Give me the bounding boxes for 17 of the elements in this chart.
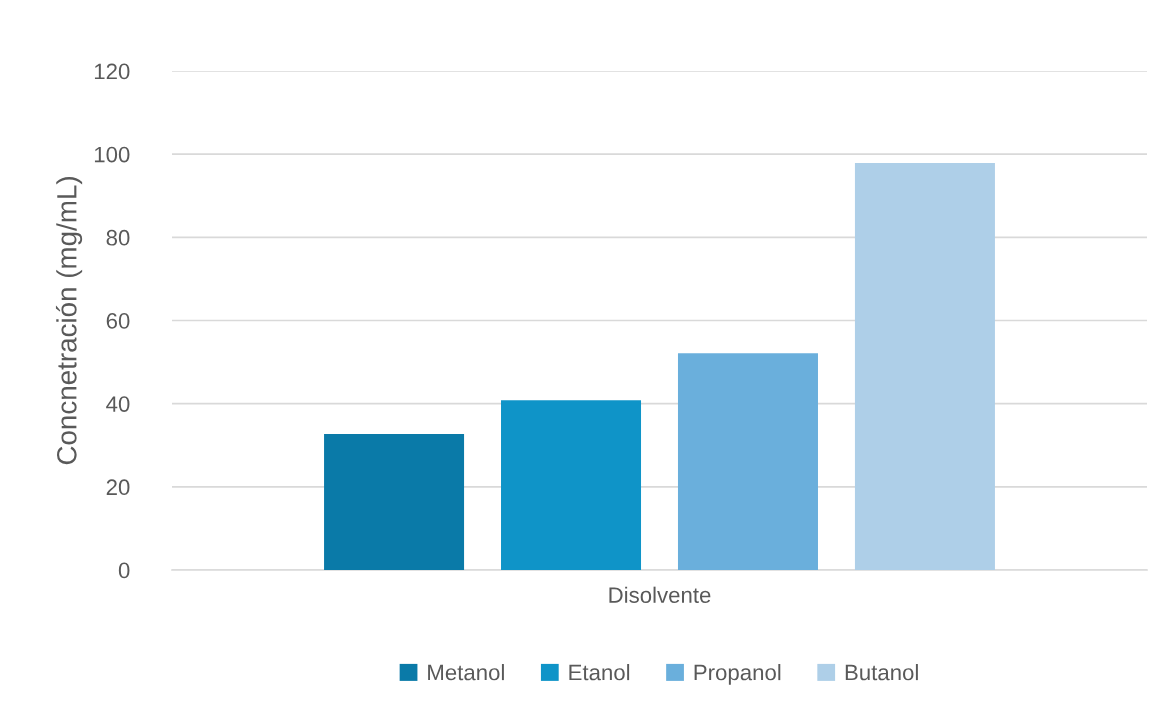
y-axis-title: Concnetración (mg/mL): [55, 177, 83, 465]
legend-label: Metanol: [428, 664, 504, 681]
bar: [501, 400, 642, 570]
x-tick-label: Disolvente: [609, 586, 711, 603]
y-tick-label: 80: [106, 229, 130, 246]
y-tick-label: 40: [106, 396, 130, 412]
bar: [677, 353, 818, 570]
y-tick-label: 60: [106, 313, 130, 329]
y-tick-label: 20: [106, 479, 130, 496]
y-tick-label: 100: [94, 146, 130, 163]
y-tick-label: 120: [94, 63, 130, 80]
bar: [854, 162, 995, 570]
legend-label: Butanol: [845, 664, 918, 681]
y-tick-label: 0: [118, 562, 130, 579]
bar: [324, 434, 465, 570]
legend-label: Propanol: [694, 664, 781, 685]
legend-label: Etanol: [569, 664, 630, 681]
